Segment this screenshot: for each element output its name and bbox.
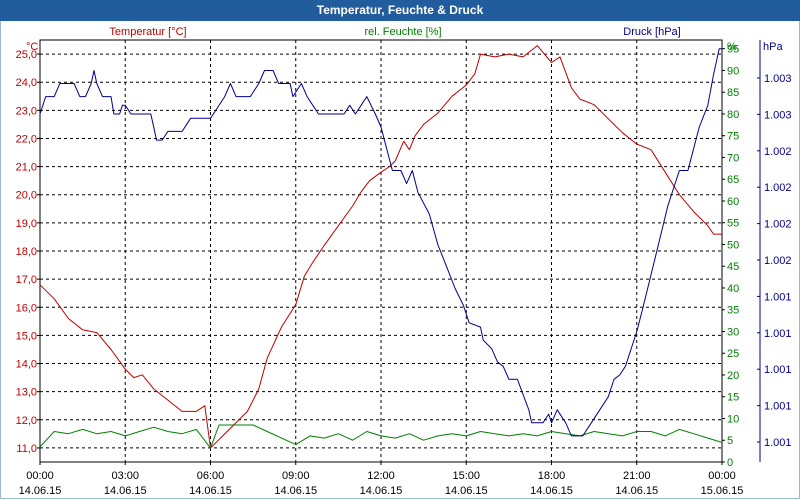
pressure-tick-label: 1.002	[764, 255, 792, 267]
x-tick-date: 14.06.15	[104, 485, 147, 497]
left-tick-label: 19,0	[16, 218, 37, 230]
humidity-tick-label: 10	[727, 413, 739, 425]
humidity-tick-label: 85	[727, 87, 739, 99]
humidity-tick-label: 15	[727, 392, 739, 404]
x-tick-date: 14.06.15	[19, 485, 62, 497]
x-tick-date: 15.06.15	[701, 485, 744, 497]
pressure-tick-label: 1.001	[764, 364, 792, 376]
humidity-tick-label: 0	[727, 457, 733, 469]
humidity-tick-label: 70	[727, 152, 739, 164]
x-axis: 00:00 14.06.15 03:00 14.06.15 06:00 14.06.15 0…	[19, 462, 744, 497]
x-tick-date: 14.06.15	[530, 485, 573, 497]
pressure-tick-label: 1.001	[764, 437, 792, 449]
humidity-tick-label: 25	[727, 348, 739, 360]
pressure-tick-label: 1.002	[764, 146, 792, 158]
x-tick-time: 00:00	[26, 470, 54, 482]
humidity-tick-label: 90	[727, 65, 739, 77]
x-tick-date: 14.06.15	[445, 485, 488, 497]
pressure-axis: 1.003 1.003 1.002 1.002 1.002 1.002 1.001 1.001…	[757, 40, 792, 462]
chart-title: Temperatur, Feuchte & Druck	[0, 0, 800, 21]
humidity-tick-label: 45	[727, 261, 739, 273]
legend-temperature: Temperatur [°C]	[109, 26, 186, 38]
x-tick-time: 03:00	[111, 470, 139, 482]
x-tick-time: 06:00	[197, 470, 225, 482]
x-tick-time: 21:00	[623, 470, 651, 482]
x-tick-date: 14.06.15	[189, 485, 232, 497]
temperature-line	[39, 45, 722, 449]
humidity-tick-label: 95	[727, 44, 739, 56]
left-tick-label: 24,0	[16, 77, 37, 89]
pressure-tick-label: 1.003	[764, 109, 792, 121]
left-tick-label: 23,0	[16, 105, 37, 117]
left-axis-unit: °C	[26, 41, 38, 53]
left-tick-label: 13,0	[16, 387, 37, 399]
legend-humidity: rel. Feuchte [%]	[364, 26, 441, 38]
left-tick-label: 18,0	[16, 246, 37, 258]
humidity-line	[39, 424, 723, 449]
pressure-tick-label: 1.001	[764, 328, 792, 340]
humidity-tick-label: 40	[727, 283, 739, 295]
humidity-tick-label: 80	[727, 109, 739, 121]
humidity-tick-label: 65	[727, 174, 739, 186]
x-tick-time: 18:00	[538, 470, 566, 482]
grid-lines	[40, 40, 722, 462]
left-tick-label: 12,0	[16, 415, 37, 427]
humidity-tick-label: 55	[727, 218, 739, 230]
x-tick-date: 14.06.15	[615, 485, 658, 497]
pressure-line	[39, 48, 722, 437]
left-tick-label: 22,0	[16, 133, 37, 145]
left-tick-label: 16,0	[16, 302, 37, 314]
humidity-tick-label: 75	[727, 131, 739, 143]
humidity-tick-label: 5	[727, 435, 733, 447]
pressure-tick-label: 1.001	[764, 291, 792, 303]
x-tick-time: 12:00	[367, 470, 395, 482]
humidity-tick-label: 50	[727, 239, 739, 251]
left-tick-label: 21,0	[16, 162, 37, 174]
pressure-tick-label: 1.002	[764, 182, 792, 194]
humidity-tick-label: 20	[727, 370, 739, 382]
x-tick-time: 15:00	[452, 470, 480, 482]
legend-pressure: Druck [hPa]	[623, 26, 680, 38]
pressure-axis-unit: hPa	[763, 41, 783, 53]
humidity-tick-label: 35	[727, 305, 739, 317]
left-axis: 25,0 24,0 23,0 22,0 21,0 20,0 19,0 18,0 17,0 16,0…	[16, 49, 40, 455]
humidity-tick-label: 60	[727, 196, 739, 208]
left-tick-label: 20,0	[16, 190, 37, 202]
pressure-tick-label: 1.003	[764, 73, 792, 85]
x-tick-time: 00:00	[708, 470, 736, 482]
left-tick-label: 11,0	[16, 443, 37, 455]
series-layer	[39, 45, 723, 449]
humidity-tick-label: 30	[727, 326, 739, 338]
pressure-tick-label: 1.001	[764, 401, 792, 413]
x-tick-time: 09:00	[282, 470, 310, 482]
x-tick-date: 14.06.15	[360, 485, 403, 497]
pressure-tick-label: 1.002	[764, 219, 792, 231]
left-tick-label: 14,0	[16, 359, 37, 371]
left-tick-label: 17,0	[16, 274, 37, 286]
humidity-axis-unit: %	[727, 41, 737, 53]
x-tick-date: 14.06.15	[274, 485, 317, 497]
left-tick-label: 25,0	[16, 49, 37, 61]
left-tick-label: 15,0	[16, 330, 37, 342]
